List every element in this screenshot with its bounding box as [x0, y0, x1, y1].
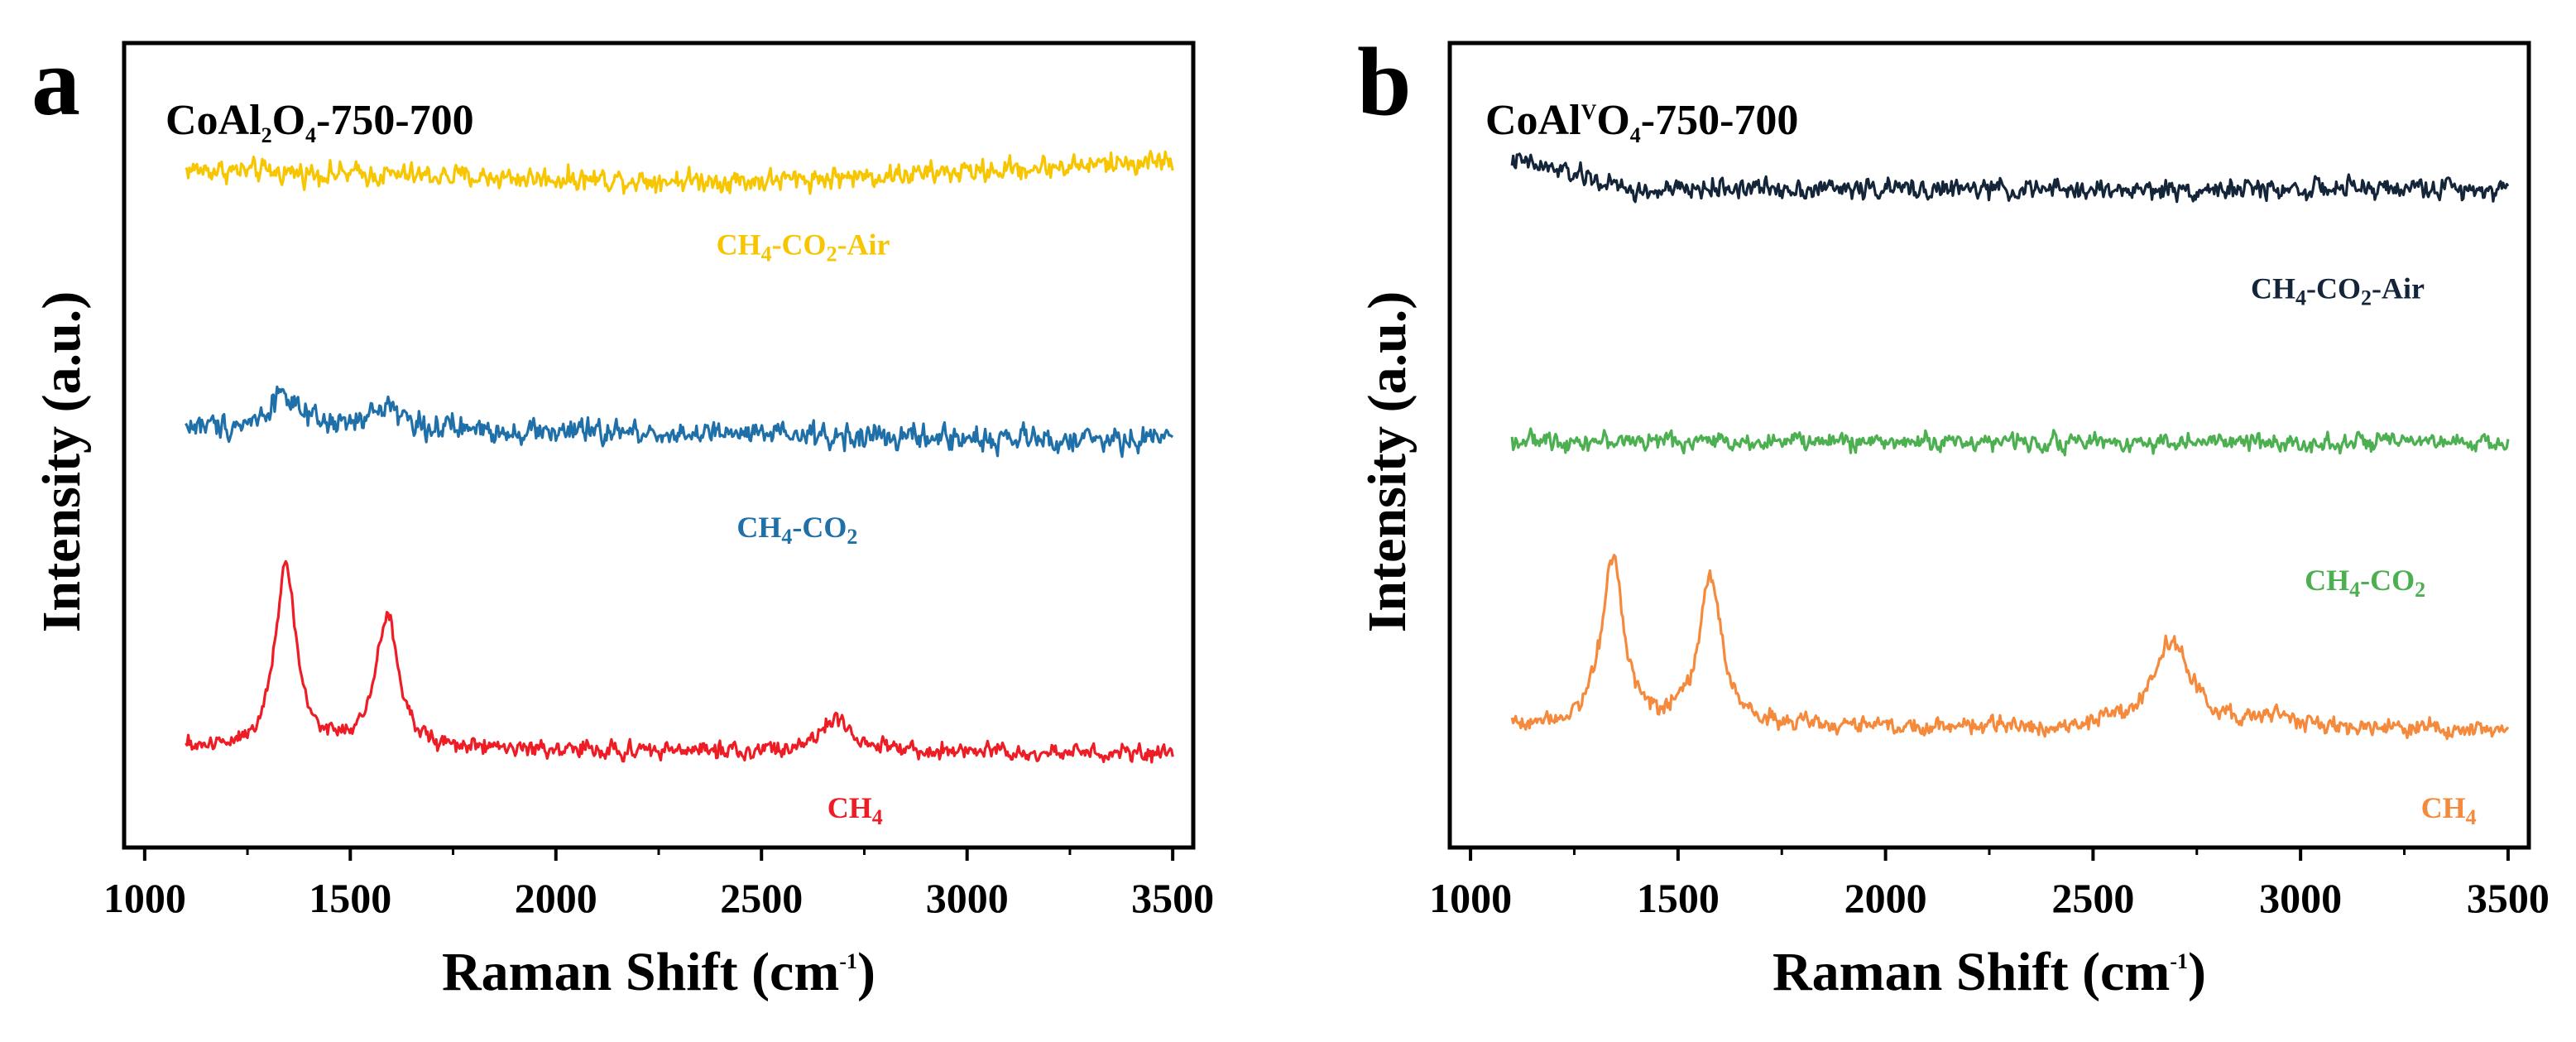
series-label-ch4-co2: CH4-CO2 — [736, 511, 857, 549]
x-tick-label: 1000 — [103, 875, 186, 921]
panel-b: CH4-CO2-Air CH4-CO2 CH4 1000 1500 2000 2500 300… — [1357, 27, 2550, 1002]
series-line-ch4-co2-air — [1510, 152, 2510, 204]
series-label-ch4-co2: CH4-CO2 — [2305, 564, 2425, 602]
series-line-ch4 — [185, 559, 1174, 764]
y-axis-title: Intensity (a.u.) — [1357, 291, 1418, 633]
panel-letter: a — [31, 27, 80, 136]
x-tick-label: 2000 — [515, 875, 597, 921]
x-tick-label: 1000 — [1429, 875, 1512, 921]
x-tick-label: 3500 — [1131, 875, 1214, 921]
x-tick-label: 3000 — [2259, 875, 2342, 921]
plot-frame — [122, 41, 1196, 850]
series-label-ch4: CH4 — [827, 791, 883, 829]
y-axis-title: Intensity (a.u.) — [31, 291, 92, 633]
x-axis-title: Raman Shift (cm-1) — [442, 942, 875, 1002]
series-label-ch4-co2-air: CH4-CO2-Air — [2251, 271, 2425, 310]
x-tick-label: 2500 — [720, 875, 803, 921]
series-label-ch4-co2-air: CH4-CO2-Air — [717, 228, 890, 266]
plot-title: CoAl2O4-750-700 — [165, 97, 474, 147]
series-line-ch4-co2-air — [185, 150, 1174, 195]
series-line-ch4-co2 — [185, 385, 1174, 459]
plot-title: CoAlVO4-750-700 — [1485, 97, 1798, 147]
x-axis-title: Raman Shift (cm-1) — [1772, 942, 2206, 1002]
x-tick-label: 1500 — [309, 875, 391, 921]
x-tick-label: 2000 — [1844, 875, 1927, 921]
panel-letter: b — [1357, 27, 1412, 136]
series-line-ch4-co2 — [1510, 427, 2510, 457]
x-tick-label: 3500 — [2467, 875, 2550, 921]
panel-a: CH4-CO2-Air CH4-CO2 CH4 1000 1500 2000 2500 300… — [31, 27, 1214, 1002]
x-tick-label: 2500 — [2051, 875, 2134, 921]
x-tick-label: 1500 — [1637, 875, 1720, 921]
series-label-ch4: CH4 — [2421, 791, 2477, 829]
series-line-ch4 — [1510, 554, 2510, 741]
x-tick-label: 3000 — [926, 875, 1009, 921]
